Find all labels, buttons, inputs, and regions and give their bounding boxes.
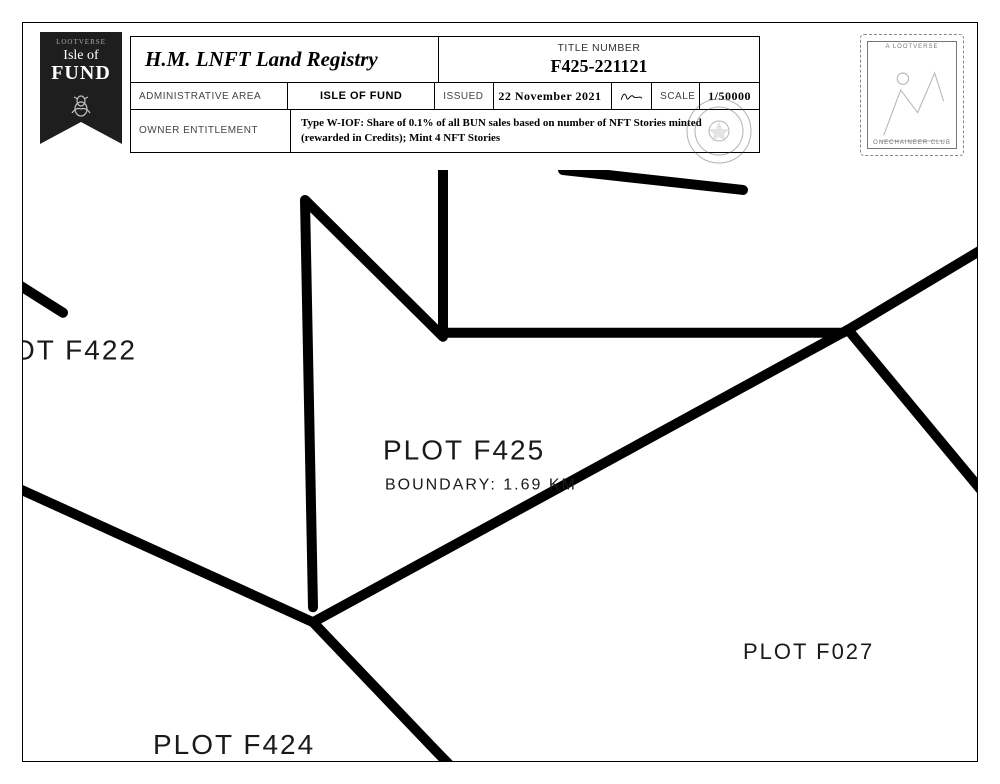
plot-label: PLOT F424 [153, 729, 315, 760]
postmark-seal-icon [684, 96, 754, 166]
plot-boundary-line [441, 237, 977, 333]
postage-stamp: A LOOTVERSE ONECHAINEER CLUB [860, 34, 964, 156]
plot-label: PLOT F027 [743, 639, 874, 664]
plot-boundary-line [848, 330, 977, 505]
admin-area-value: ISLE OF FUND [288, 83, 435, 109]
plot-label: PLOT F425 [383, 435, 545, 466]
plot-boundaries-svg: OT F422 PLOT F425 BOUNDARY: 1.69 KM PLOT F0… [23, 170, 977, 761]
registry-title: H.M. LNFT Land Registry [131, 37, 439, 82]
title-number-value: F425-221121 [551, 56, 648, 77]
signature-icon [612, 83, 652, 109]
issued-label: ISSUED [435, 83, 494, 109]
stamp-top-text: A LOOTVERSE [868, 44, 956, 50]
banner-subtitle: LOOTVERSE [40, 38, 122, 46]
plot-boundary-line [23, 481, 473, 761]
owner-entitlement-label: OWNER ENTITLEMENT [131, 110, 291, 152]
plot-boundary-line [305, 170, 443, 607]
issued-date: 22 November 2021 [494, 83, 612, 109]
stamp-bottom-text: ONECHAINEER CLUB [868, 140, 956, 146]
admin-area-label: ADMINISTRATIVE AREA [131, 83, 288, 109]
plot-boundary-line [563, 170, 743, 190]
title-number-label: TITLE NUMBER [557, 42, 640, 54]
banner-emblem-icon [40, 89, 122, 125]
isle-of-fund-banner: LOOTVERSE Isle of FUND [40, 32, 122, 142]
stamp-art-icon [878, 56, 946, 147]
banner-line2: FUND [40, 62, 122, 85]
registry-header: H.M. LNFT Land Registry TITLE NUMBER F42… [130, 36, 760, 153]
plot-label: BOUNDARY: 1.69 KM [385, 476, 577, 493]
plot-label: OT F422 [23, 335, 137, 366]
plot-map: OT F422 PLOT F425 BOUNDARY: 1.69 KM PLOT F0… [23, 170, 977, 761]
plot-boundary-line [23, 275, 63, 313]
